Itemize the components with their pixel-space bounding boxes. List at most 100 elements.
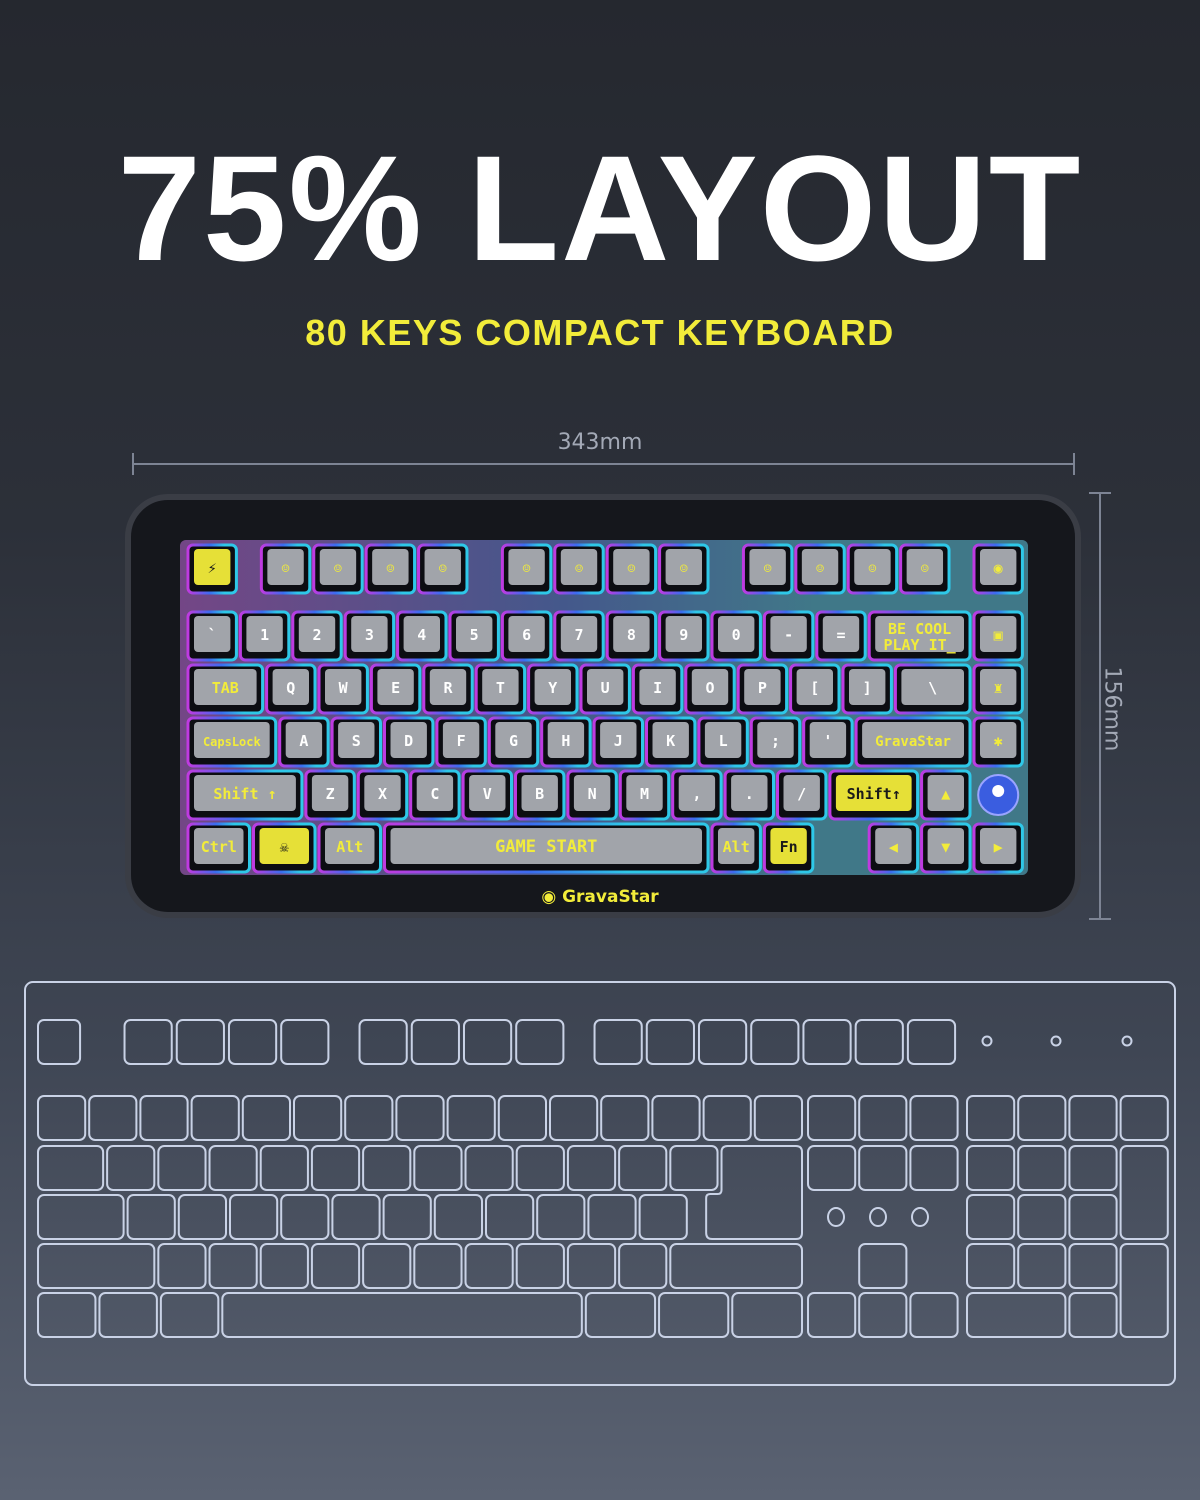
keycap-top — [770, 828, 807, 864]
outline-key — [697, 1019, 748, 1065]
key-E: E — [369, 663, 422, 715]
key-4-legend: 4 — [417, 626, 426, 644]
key-ralt-legend: Alt — [723, 838, 750, 856]
key-f4-legend: ☺ — [439, 562, 447, 577]
key-esc: ⚡ — [186, 543, 238, 595]
outline-key — [485, 1194, 535, 1240]
keycap-top — [901, 669, 964, 705]
outline-key — [618, 1145, 668, 1191]
key-enter: GravaStar — [854, 716, 972, 768]
outline-key — [549, 1095, 599, 1141]
keycap-top — [980, 828, 1017, 864]
key-/: / — [776, 769, 828, 821]
outline-key — [190, 1095, 240, 1141]
key-2: 2 — [291, 610, 343, 662]
outline-key — [464, 1243, 514, 1289]
key-win: ☠ — [252, 822, 317, 874]
key-pgup-legend: ♜ — [994, 679, 1003, 697]
key-'-legend: ' — [823, 732, 832, 750]
key-capslock: CapsLock — [186, 716, 278, 768]
outline-key — [536, 1194, 586, 1240]
outline-key — [909, 1145, 959, 1191]
keycap-top — [980, 549, 1017, 585]
keycap-top — [927, 828, 964, 864]
indicator-led — [911, 1207, 929, 1227]
key-f12: ☺ — [899, 543, 951, 595]
keycap-top — [482, 669, 519, 705]
key-;-legend: ; — [771, 732, 780, 750]
outline-key — [909, 1095, 959, 1141]
key-f10-legend: ☺ — [816, 562, 824, 577]
key-]-legend: ] — [863, 679, 872, 697]
outline-key — [446, 1095, 496, 1141]
outline-key — [293, 1095, 343, 1141]
key-S-legend: S — [352, 732, 361, 750]
outline-key — [669, 1145, 719, 1191]
key-[: [ — [789, 663, 841, 715]
key-I: I — [631, 663, 684, 715]
key-A: A — [278, 716, 330, 768]
key-f1: ☺ — [259, 543, 312, 595]
indicator-led — [1121, 1035, 1133, 1047]
key-f1-legend: ☺ — [282, 562, 290, 577]
outline-key — [750, 1019, 800, 1065]
keycap-top — [364, 775, 401, 811]
outline-key — [221, 1292, 583, 1338]
outline-key — [1017, 1194, 1067, 1240]
outline-key — [139, 1095, 189, 1141]
key-1-legend: 1 — [260, 626, 269, 644]
dimension-tick — [132, 453, 134, 475]
outline-key — [98, 1292, 158, 1338]
key-3: 3 — [343, 610, 396, 662]
keycap-top — [927, 775, 964, 811]
keycap-top — [390, 722, 427, 758]
keycap-top — [403, 616, 440, 652]
key-8: 8 — [605, 610, 658, 662]
key-S: S — [330, 716, 383, 768]
keycap-top — [744, 669, 781, 705]
key-Q-legend: Q — [286, 679, 295, 697]
key-down: ▼ — [920, 822, 972, 874]
key-f3-legend: ☺ — [386, 562, 394, 577]
outline-key — [310, 1243, 361, 1289]
outline-key — [1119, 1145, 1169, 1240]
outline-key — [1068, 1243, 1118, 1289]
outline-key — [462, 1019, 513, 1065]
key-U-legend: U — [601, 679, 610, 697]
key-]: ] — [841, 663, 893, 715]
outline-key — [566, 1243, 617, 1289]
indicator-led — [827, 1207, 845, 1227]
key-J-legend: J — [614, 732, 623, 750]
key-J: J — [592, 716, 644, 768]
key-pgdn-legend: ✱ — [994, 732, 1003, 750]
key-;: ; — [749, 716, 802, 768]
key-left-legend: ◀ — [889, 838, 898, 856]
keycap-top — [259, 828, 309, 864]
width-dimension-label: 343mm — [557, 430, 643, 455]
outline-key — [123, 1019, 173, 1065]
key-f9-legend: ☺ — [764, 562, 772, 577]
key-H-legend: H — [561, 732, 570, 750]
key-f4: ☺ — [417, 543, 469, 595]
keycap-top — [442, 722, 480, 758]
key-E-legend: E — [391, 679, 400, 697]
key-tab: TAB — [186, 663, 265, 715]
outline-key — [1068, 1095, 1118, 1141]
key-win-legend: ☠ — [280, 838, 289, 856]
key-R-legend: R — [443, 679, 453, 697]
outline-key — [966, 1095, 1016, 1141]
outline-key — [1017, 1243, 1067, 1289]
key-pgup: ♜ — [972, 663, 1024, 715]
keycap-top — [704, 722, 742, 758]
outline-key — [807, 1095, 857, 1141]
key-knob-mode-legend: ◉ — [994, 559, 1003, 577]
outline-key — [600, 1095, 650, 1141]
dimension-tick — [1089, 492, 1111, 494]
outline-key — [658, 1292, 730, 1338]
key-f8-legend: ☺ — [680, 562, 688, 577]
keycap-top — [194, 669, 257, 705]
key-5-legend: 5 — [470, 626, 479, 644]
outline-key — [259, 1243, 309, 1289]
key-enter-legend: GravaStar — [875, 734, 951, 750]
